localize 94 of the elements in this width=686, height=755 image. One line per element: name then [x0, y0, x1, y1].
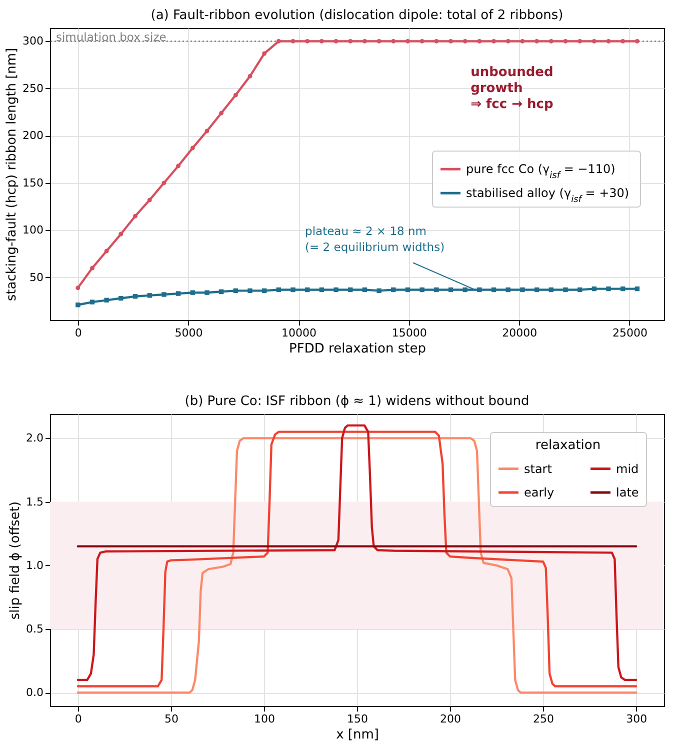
- point: [592, 286, 597, 292]
- point: [219, 110, 224, 116]
- x-tick-label: 0: [74, 326, 82, 340]
- y-tick-label: 150: [22, 176, 44, 190]
- y-tick-label: 1.0: [26, 558, 44, 572]
- point: [290, 287, 296, 292]
- x-tick-label: 0: [74, 712, 82, 726]
- x-tick-label: 20000: [502, 326, 538, 340]
- point: [362, 287, 368, 292]
- point: [204, 290, 210, 295]
- ref-line-label: simulation box size: [56, 30, 166, 44]
- point: [548, 287, 554, 292]
- y-tick-label: 2.0: [26, 432, 44, 445]
- point: [606, 286, 611, 292]
- legend-title: relaxation: [535, 438, 601, 453]
- point: [391, 287, 396, 292]
- point: [506, 287, 510, 292]
- legend-label: mid: [616, 462, 639, 476]
- point: [634, 286, 640, 292]
- point: [434, 287, 439, 292]
- point: [176, 291, 181, 296]
- point: [563, 287, 568, 292]
- point: [147, 293, 152, 298]
- y-tick-label: 0.5: [26, 622, 44, 636]
- point: [276, 287, 282, 292]
- point: [104, 248, 109, 254]
- point: [162, 180, 166, 186]
- point: [248, 288, 252, 294]
- point: [218, 289, 224, 294]
- y-tick-label: 1.5: [26, 495, 44, 508]
- point: [190, 146, 195, 150]
- y-tick-label: 100: [22, 224, 44, 237]
- point: [147, 198, 152, 202]
- point: [376, 288, 382, 294]
- x-axis-title: x [nm]: [336, 728, 379, 742]
- point: [462, 287, 468, 292]
- point: [448, 287, 454, 292]
- point: [577, 287, 582, 292]
- point: [262, 51, 267, 56]
- x-tick-label: 5000: [174, 326, 203, 340]
- y-axis-title: stacking-fault (hcp) ribbon length [nm]: [4, 48, 20, 302]
- point: [233, 92, 238, 98]
- legend-label: pure fcc Co (γ$_{isf}$ = −110): [466, 162, 616, 182]
- legend-label: stabilised alloy (γ$_{isf}$ = +30): [466, 186, 630, 206]
- point: [76, 286, 80, 290]
- point: [118, 296, 124, 301]
- point: [190, 290, 195, 295]
- point: [233, 288, 238, 294]
- y-tick-label: 0.0: [26, 686, 44, 700]
- point: [620, 286, 626, 292]
- point: [262, 288, 267, 294]
- x-tick-label: 10000: [282, 326, 317, 340]
- point: [534, 287, 540, 292]
- point: [477, 287, 482, 292]
- point: [76, 302, 80, 308]
- x-tick-label: 15000: [392, 326, 427, 340]
- point: [118, 232, 124, 236]
- legend-label: early: [524, 486, 554, 500]
- x-axis-title: PFDD relaxation step: [289, 342, 426, 356]
- y-tick-label: 250: [22, 82, 44, 95]
- point: [319, 287, 324, 292]
- point: [348, 287, 353, 292]
- y-tick-label: 200: [22, 129, 44, 142]
- point: [204, 128, 210, 134]
- point: [132, 294, 138, 299]
- y-tick-label: 300: [22, 34, 44, 48]
- x-tick-label: 250: [533, 712, 554, 726]
- chart-title: (a) Fault-ribbon evolution (dislocation dipole: total of 2 ribbons): [150, 8, 564, 23]
- point: [90, 266, 94, 270]
- x-tick-label: 25000: [612, 326, 648, 340]
- annotation: plateau ≈ 2 × 18 nm (= 2 equilibrium widths): [305, 224, 445, 254]
- point: [133, 214, 138, 218]
- point: [176, 164, 181, 168]
- point: [520, 287, 525, 292]
- point: [334, 287, 338, 292]
- x-tick-label: 300: [626, 712, 648, 726]
- annotation: unbounded growth ⇒ fcc → hcp: [470, 64, 554, 112]
- x-tick-label: 150: [347, 712, 368, 726]
- point: [248, 74, 252, 78]
- y-axis-title: slip field ϕ (offset): [8, 501, 24, 620]
- point: [104, 298, 109, 302]
- point: [305, 287, 310, 292]
- point: [491, 287, 496, 292]
- chart-title: (b) Pure Co: ISF ribbon (ϕ ≈ 1) widens without bound: [184, 394, 530, 409]
- point: [405, 287, 410, 292]
- legend-label: late: [616, 486, 639, 500]
- x-tick-label: 100: [254, 712, 275, 726]
- point: [420, 287, 424, 292]
- point: [162, 292, 166, 297]
- point: [90, 300, 95, 304]
- x-tick-label: 50: [164, 712, 178, 726]
- x-tick-label: 200: [440, 712, 462, 726]
- y-tick-label: 50: [30, 270, 44, 284]
- legend-label: start: [524, 462, 552, 476]
